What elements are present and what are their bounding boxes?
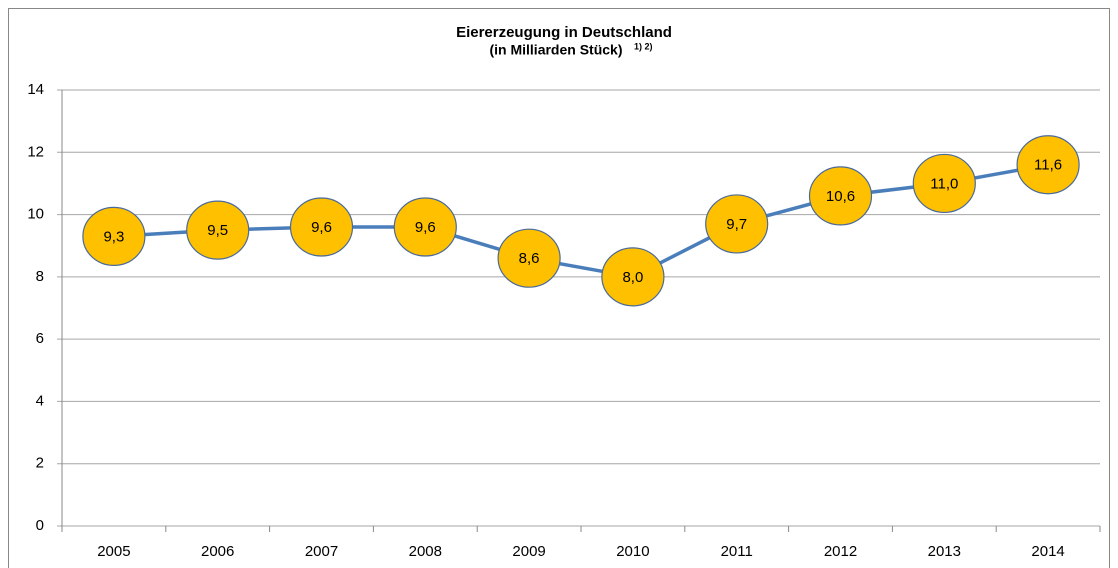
y-tick-label: 8 xyxy=(36,268,44,285)
y-tick-label: 12 xyxy=(27,143,44,160)
x-tick-label: 2007 xyxy=(305,543,338,560)
data-label: 9,6 xyxy=(311,219,332,236)
y-tick-label: 14 xyxy=(27,81,44,98)
data-label: 9,6 xyxy=(415,219,436,236)
x-tick-label: 2008 xyxy=(409,543,442,560)
x-tick-label: 2011 xyxy=(721,543,753,560)
y-tick-label: 0 xyxy=(36,517,44,534)
data-marker xyxy=(186,200,250,260)
data-marker xyxy=(601,247,665,307)
data-label: 9,7 xyxy=(726,216,747,233)
data-label: 8,0 xyxy=(622,269,643,286)
x-tick-label: 2014 xyxy=(1031,543,1064,560)
y-tick-label: 10 xyxy=(27,206,44,223)
y-tick-label: 2 xyxy=(36,455,44,472)
y-tick-label: 6 xyxy=(36,330,44,347)
data-marker xyxy=(705,194,769,254)
data-marker xyxy=(289,197,354,257)
data-marker xyxy=(497,228,561,288)
data-marker xyxy=(912,153,976,214)
x-tick-label: 2013 xyxy=(928,543,961,560)
chart-subtitle: (in Milliarden Stück) xyxy=(489,42,622,58)
data-marker xyxy=(82,206,146,266)
data-marker xyxy=(393,197,457,257)
chart-title: Eiererzeugung in Deutschland xyxy=(456,24,672,41)
data-marker xyxy=(1016,135,1080,195)
data-label: 8,6 xyxy=(519,250,540,267)
data-line xyxy=(113,163,1049,279)
title-note: 1) 2) xyxy=(634,41,653,51)
x-tick-label: 2012 xyxy=(824,543,857,560)
x-tick-label: 2010 xyxy=(616,543,649,560)
x-tick-label: 2006 xyxy=(201,543,234,560)
data-marker xyxy=(808,166,873,226)
x-tick-label: 2009 xyxy=(512,543,545,560)
data-label: 9,3 xyxy=(103,228,124,245)
data-label: 9,5 xyxy=(207,222,228,239)
y-tick-label: 4 xyxy=(36,392,44,409)
data-label: 11,0 xyxy=(930,175,958,192)
data-label: 11,6 xyxy=(1034,157,1062,174)
x-tick-label: 2005 xyxy=(97,543,130,560)
data-label: 10,6 xyxy=(826,188,855,205)
chart-frame xyxy=(8,8,1110,568)
